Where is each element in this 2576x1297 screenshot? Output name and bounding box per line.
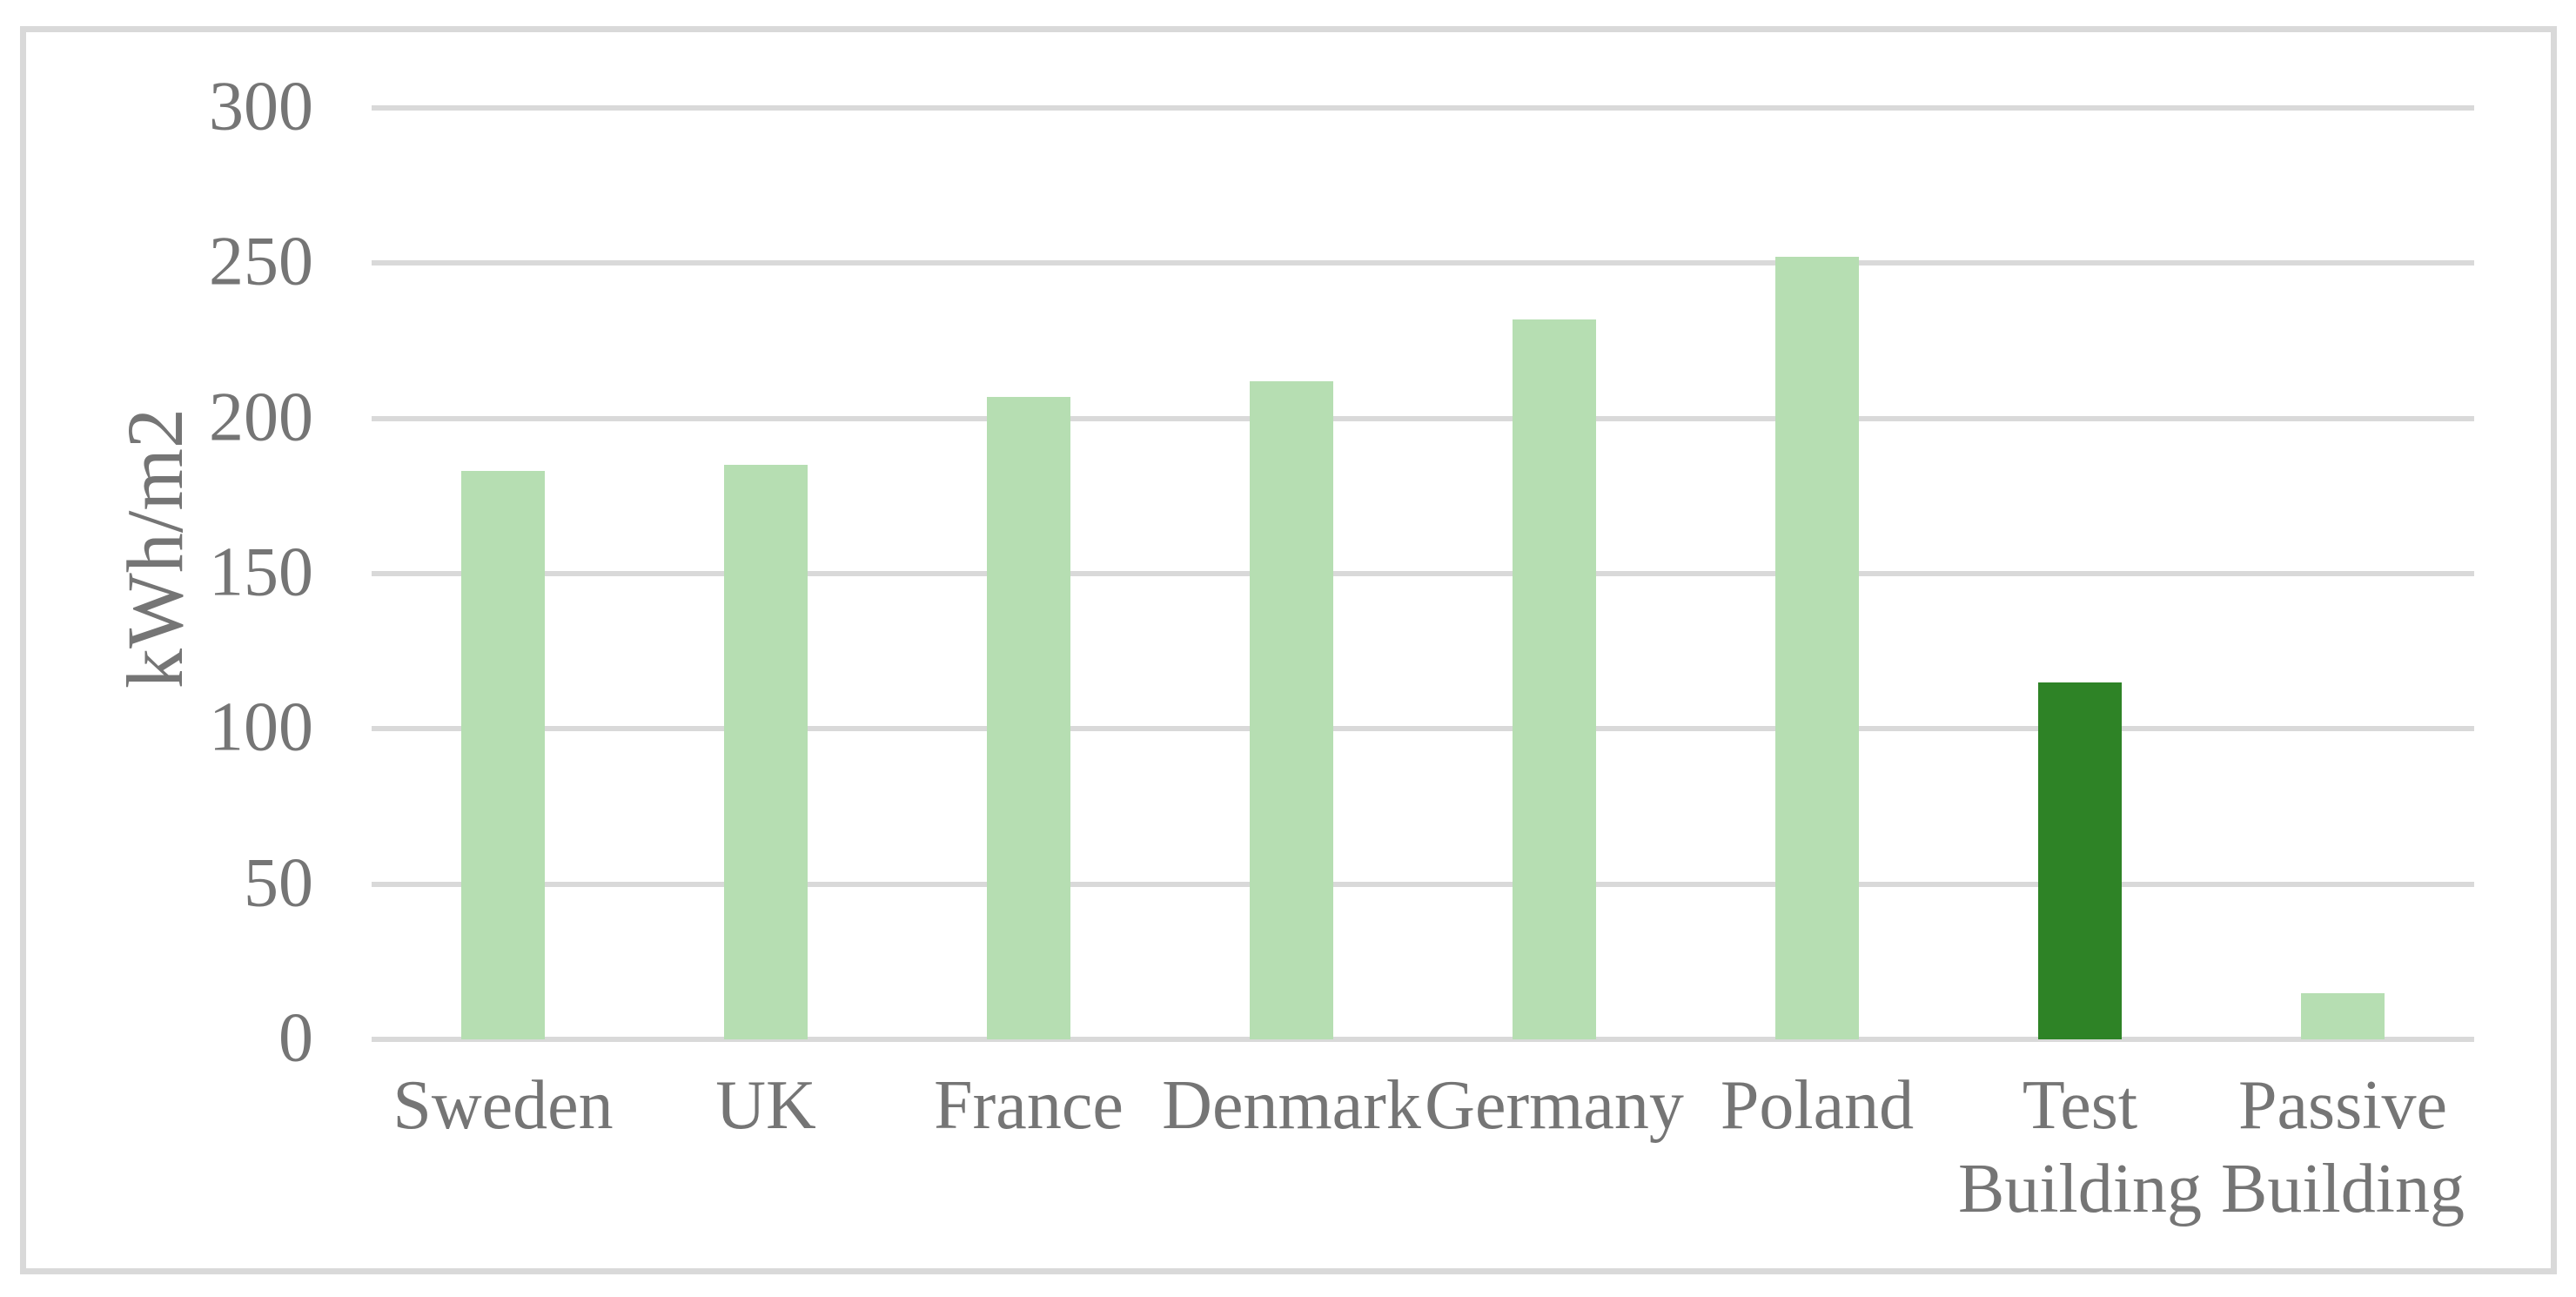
y-tick-label-300: 300 xyxy=(209,68,313,145)
x-axis-label-france: France xyxy=(934,1067,1124,1144)
x-axis-labels: Sweden UK France Denmark Germany Poland Test B… xyxy=(372,1064,2474,1231)
y-tick-label-200: 200 xyxy=(209,379,313,456)
y-tick-label-100: 100 xyxy=(209,689,313,766)
gridline-y-300 xyxy=(372,105,2474,111)
plot-area xyxy=(372,105,2474,1042)
y-tick-label-250: 250 xyxy=(209,223,313,300)
x-axis-label-poland: Poland xyxy=(1720,1067,1915,1144)
x-axis-label-sweden: Sweden xyxy=(392,1067,614,1144)
gridline-y-150 xyxy=(372,571,2474,576)
bar-france xyxy=(987,396,1070,1039)
y-tick-label-50: 50 xyxy=(244,844,313,922)
bar-test-building xyxy=(2038,682,2122,1039)
x-axis-label-passive-building: Passive Building xyxy=(2220,1067,2465,1227)
chart-border-frame xyxy=(20,26,2557,1274)
gridline-y-50 xyxy=(372,881,2474,887)
y-tick-label-0: 0 xyxy=(278,999,313,1077)
x-axis-label-uk: UK xyxy=(715,1067,816,1144)
bar-uk xyxy=(724,465,808,1039)
bar-denmark xyxy=(1250,380,1333,1039)
gridline-y-0 xyxy=(372,1037,2474,1042)
x-axis-label-test-building: Test Building xyxy=(1957,1067,2203,1227)
y-tick-label-150: 150 xyxy=(209,534,313,611)
gridline-y-200 xyxy=(372,415,2474,421)
bar-germany xyxy=(1513,319,1596,1039)
gridline-y-100 xyxy=(372,726,2474,732)
x-axis-label-denmark: Denmark xyxy=(1162,1067,1421,1144)
bar-passive-building xyxy=(2301,992,2385,1039)
gridline-y-250 xyxy=(372,260,2474,266)
bar-poland xyxy=(1775,257,1859,1039)
bar-sweden xyxy=(461,471,545,1039)
x-axis-label-germany: Germany xyxy=(1425,1067,1684,1144)
